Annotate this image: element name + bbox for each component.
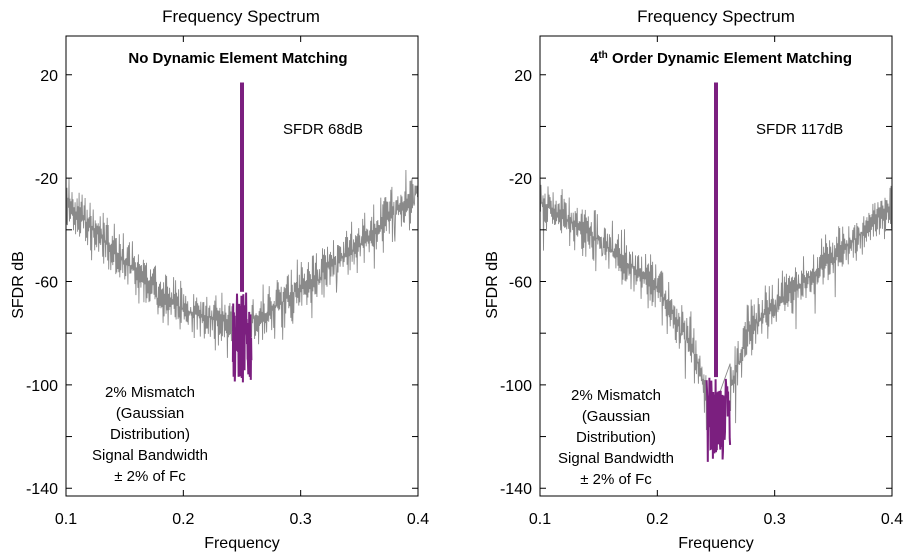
right-sfdr-label: SFDR 117dB <box>756 121 843 138</box>
right-annotation-line: (Gaussian <box>582 408 650 425</box>
right-annotation-line: Distribution) <box>576 429 656 446</box>
right-ticks: 0.1 0.2 0.3 0.4 20 -20 -60 -100 -140 <box>500 36 903 528</box>
right-x-tick-label: 0.1 <box>529 511 551 528</box>
right-inner-title-rest: Order Dynamic Element Matching <box>608 50 852 67</box>
left-x-axis-label: Frequency <box>204 535 280 552</box>
right-chart-title: Frequency Spectrum <box>637 7 795 26</box>
left-annotation-line: ± 2% of Fc <box>114 468 186 485</box>
right-y-tick-label: 20 <box>514 68 532 85</box>
left-annotation-line: Distribution) <box>110 426 190 443</box>
right-y-tick-label: -20 <box>509 171 532 188</box>
left-annotation-line: 2% Mismatch <box>105 384 195 401</box>
left-panel: Frequency Spectrum No Dynamic Element Ma… <box>10 7 429 552</box>
left-annotation: 2% Mismatch (Gaussian Distribution) Signal … <box>92 384 208 485</box>
right-plot-area <box>539 82 893 462</box>
left-y-tick-label: -140 <box>26 481 58 498</box>
left-inner-title: No Dynamic Element Matching <box>128 50 347 67</box>
right-x-tick-label: 0.2 <box>646 511 668 528</box>
left-x-tick-label: 0.4 <box>407 511 429 528</box>
left-annotation-line: Signal Bandwidth <box>92 447 208 464</box>
left-y-axis-label: SFDR dB <box>10 251 27 319</box>
left-y-tick-label: -60 <box>35 275 58 292</box>
right-panel: Frequency Spectrum 4th Order Dynamic Ele… <box>484 7 903 552</box>
right-y-tick-label: -100 <box>500 378 532 395</box>
right-x-tick-label: 0.3 <box>764 511 786 528</box>
right-inner-title-sup: th <box>598 50 607 61</box>
right-inner-title: 4th Order Dynamic Element Matching <box>590 50 852 68</box>
right-y-axis-label: SFDR dB <box>484 251 501 319</box>
right-y-tick-label: -140 <box>500 481 532 498</box>
right-axes-frame <box>539 35 893 497</box>
left-signal-peak <box>240 82 244 292</box>
left-x-tick-label: 0.3 <box>290 511 312 528</box>
left-x-tick-label: 0.1 <box>55 511 77 528</box>
right-inner-title-order: 4 <box>590 50 599 67</box>
left-annotation-line: (Gaussian <box>116 405 184 422</box>
left-x-tick-label: 0.2 <box>172 511 194 528</box>
right-x-axis-label: Frequency <box>678 535 754 552</box>
right-annotation-line: ± 2% of Fc <box>580 471 652 488</box>
left-plot-area <box>65 82 419 383</box>
right-annotation: 2% Mismatch (Gaussian Distribution) Signal … <box>558 387 674 488</box>
right-noise-trace <box>539 175 893 431</box>
left-y-tick-label: -100 <box>26 378 58 395</box>
left-axes-frame <box>65 35 419 497</box>
left-signal-band <box>231 292 253 383</box>
right-annotation-line: Signal Bandwidth <box>558 450 674 467</box>
left-y-tick-label: 20 <box>40 68 58 85</box>
right-signal-band <box>705 377 732 462</box>
left-ticks: 0.1 0.2 0.3 0.4 20 -20 -60 -100 -140 <box>26 36 429 528</box>
right-annotation-line: 2% Mismatch <box>571 387 661 404</box>
right-y-tick-label: -60 <box>509 275 532 292</box>
right-x-tick-label: 0.4 <box>881 511 903 528</box>
left-chart-title: Frequency Spectrum <box>162 7 320 26</box>
right-signal-peak <box>714 82 718 378</box>
left-sfdr-label: SFDR 68dB <box>283 121 363 138</box>
left-y-tick-label: -20 <box>35 171 58 188</box>
